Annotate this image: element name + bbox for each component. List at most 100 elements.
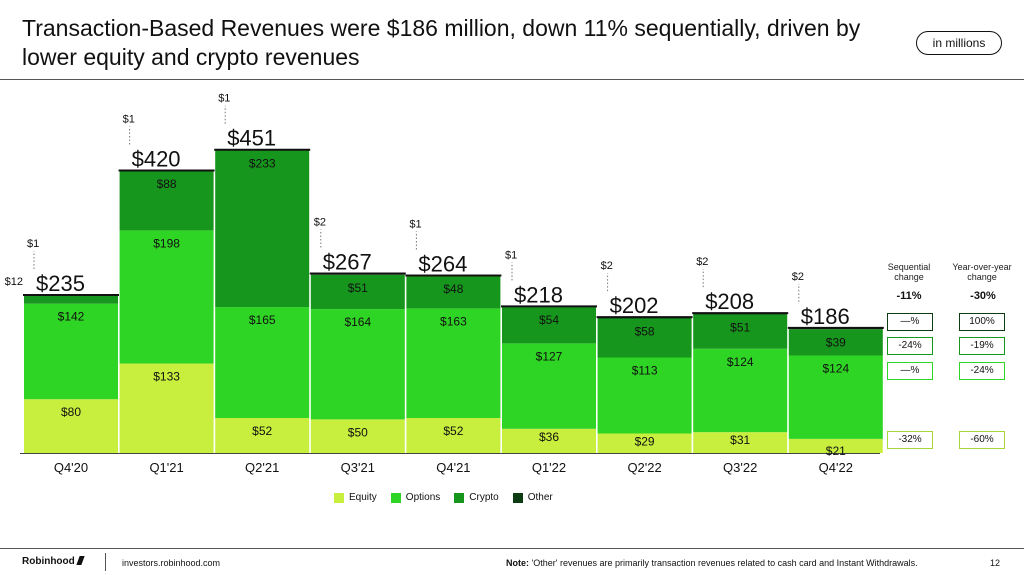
other-sequential-change: —% (887, 313, 933, 331)
bar-equity-3 (310, 419, 405, 453)
bar-equity-1 (119, 363, 214, 453)
bar-options-0 (24, 303, 118, 400)
data-label-other-0: $1 (27, 238, 39, 250)
footnote-text: 'Other' revenues are primarily transacti… (531, 558, 918, 568)
yoy-change-header: Year-over-year change (952, 262, 1012, 282)
data-label-options-6: $113 (632, 364, 658, 378)
x-tick-label-5: Q1'22 (532, 460, 566, 475)
page-title: Transaction-Based Revenues were $186 mil… (22, 15, 861, 70)
page-number: 12 (990, 558, 1001, 568)
x-tick-label-7: Q3'22 (723, 460, 757, 475)
sequential-change-header: Sequential change (887, 262, 931, 282)
legend-swatch-crypto (454, 492, 465, 503)
data-label-other-5: $1 (505, 249, 517, 261)
data-label-options-4: $163 (440, 314, 467, 328)
data-label-options-5: $127 (536, 349, 563, 363)
units-badge: in millions (916, 31, 1002, 55)
data-label-equity-4: $52 (443, 424, 463, 438)
legend-item-options: Options (390, 492, 441, 503)
x-tick-label-4: Q4'21 (436, 460, 470, 475)
data-label-equity-1: $133 (153, 370, 180, 384)
bar-equity-0 (24, 399, 118, 453)
bar-options-8 (788, 355, 883, 439)
data-label-crypto-7: $51 (730, 320, 750, 334)
data-label-equity-5: $36 (539, 430, 559, 444)
data-label-other-2: $1 (218, 93, 230, 105)
legend-swatch-equity (334, 492, 344, 503)
data-label-other-4: $1 (409, 218, 421, 230)
data-label-options-1: $198 (153, 236, 180, 250)
bar-crypto-7 (693, 314, 788, 349)
x-tick-label-6: Q2'22 (627, 460, 661, 475)
legend-swatch-other (512, 492, 523, 503)
bar-crypto-6 (597, 318, 692, 358)
equity-sequential-change: -32% (887, 431, 933, 449)
x-tick-label-8: Q4'22 (819, 460, 853, 475)
bar-options-6 (597, 357, 692, 434)
data-label-crypto-0: $12 (5, 276, 23, 288)
bar-crypto-4 (406, 276, 501, 309)
bar-crypto-0 (24, 295, 118, 304)
sequential-total-change: -11% (896, 290, 922, 302)
data-label-options-8: $124 (822, 361, 849, 375)
total-label-1: $420 (132, 147, 181, 172)
total-label-7: $208 (705, 289, 754, 314)
data-label-crypto-5: $54 (539, 313, 559, 327)
data-label-equity-0: $80 (61, 405, 81, 419)
data-label-crypto-4: $48 (443, 282, 463, 296)
data-label-other-8: $2 (792, 271, 804, 283)
data-label-crypto-8: $39 (826, 335, 846, 349)
bar-options-1 (119, 230, 214, 364)
data-label-crypto-2: $233 (249, 156, 276, 170)
bar-equity-5 (502, 428, 596, 453)
bar-crypto-2 (215, 150, 310, 308)
bar-options-2 (215, 307, 310, 419)
investor-site-link[interactable]: investors.robinhood.com (122, 558, 221, 568)
footnote: Note: 'Other' revenues are primarily tra… (506, 558, 918, 568)
legend-label-crypto: Crypto (469, 492, 499, 503)
crypto-sequential-change: -24% (887, 337, 933, 355)
x-tick-label-2: Q2'21 (245, 460, 279, 475)
feather-icon (76, 556, 85, 565)
legend-label-other: Other (527, 492, 553, 503)
data-label-options-2: $165 (249, 313, 276, 327)
x-tick-label-1: Q1'21 (149, 460, 183, 475)
options-yoy-change: -24% (959, 362, 1005, 380)
total-label-0: $235 (36, 271, 85, 296)
total-label-6: $202 (610, 293, 659, 318)
bar-options-7 (693, 348, 788, 433)
x-tick-label-0: Q4'20 (54, 460, 88, 475)
x-tick-label-3: Q3'21 (341, 460, 375, 475)
chart-legend: Equity Options Crypto Other (334, 492, 553, 503)
options-sequential-change: —% (887, 362, 933, 380)
legend-label-options: Options (405, 492, 441, 503)
data-label-other-1: $1 (123, 114, 135, 126)
data-label-options-0: $142 (58, 310, 85, 324)
total-label-8: $186 (801, 304, 850, 329)
bar-equity-2 (215, 418, 310, 453)
bar-crypto-5 (502, 307, 596, 344)
bar-equity-8 (788, 438, 883, 453)
bar-crypto-3 (310, 274, 405, 310)
total-label-4: $264 (418, 251, 467, 276)
total-label-5: $218 (514, 282, 563, 307)
legend-item-equity: Equity (334, 492, 377, 503)
bar-equity-6 (597, 433, 692, 453)
bar-options-4 (406, 308, 501, 419)
total-label-3: $267 (323, 249, 372, 274)
bar-options-3 (310, 309, 405, 420)
equity-yoy-change: -60% (959, 431, 1005, 449)
robinhood-logo: Robinhood (22, 556, 85, 567)
data-label-crypto-6: $58 (635, 325, 655, 339)
bar-options-5 (502, 343, 596, 429)
footer-divider (0, 548, 1024, 549)
data-label-equity-8: $21 (826, 444, 846, 458)
total-label-2: $451 (227, 126, 276, 151)
data-label-crypto-3: $51 (348, 281, 368, 295)
other-yoy-change: 100% (959, 313, 1005, 331)
bar-equity-7 (693, 432, 788, 453)
data-label-equity-6: $29 (635, 434, 655, 448)
bar-crypto-1 (119, 171, 214, 231)
data-label-equity-3: $50 (348, 425, 368, 439)
data-label-other-6: $2 (601, 260, 613, 272)
